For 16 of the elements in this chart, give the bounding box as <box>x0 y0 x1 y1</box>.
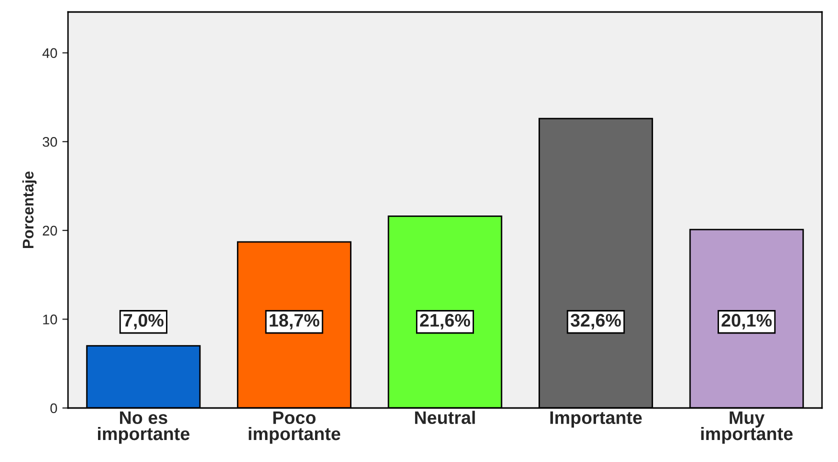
data-label: 21,6% <box>420 314 470 330</box>
y-tick-label: 0 <box>50 403 58 414</box>
y-tick-label: 10 <box>43 314 58 324</box>
x-tick-label: Muy importante <box>701 411 793 444</box>
y-tick-label: 20 <box>42 226 58 236</box>
data-label: 7,0% <box>124 314 164 330</box>
y-tick-label: 40 <box>42 48 58 58</box>
x-tick-label: Poco importante <box>248 411 340 444</box>
x-tick-label: Importante <box>550 411 642 428</box>
data-label: 20,1% <box>722 314 772 330</box>
x-tick-label: Neutral <box>415 410 475 424</box>
y-axis-title: Porcentaje <box>22 171 37 248</box>
data-label: 18,7% <box>270 314 320 330</box>
x-tick-label: No es importante <box>98 411 190 444</box>
data-label: 32,6% <box>570 314 621 330</box>
y-tick-label: 30 <box>42 136 58 147</box>
